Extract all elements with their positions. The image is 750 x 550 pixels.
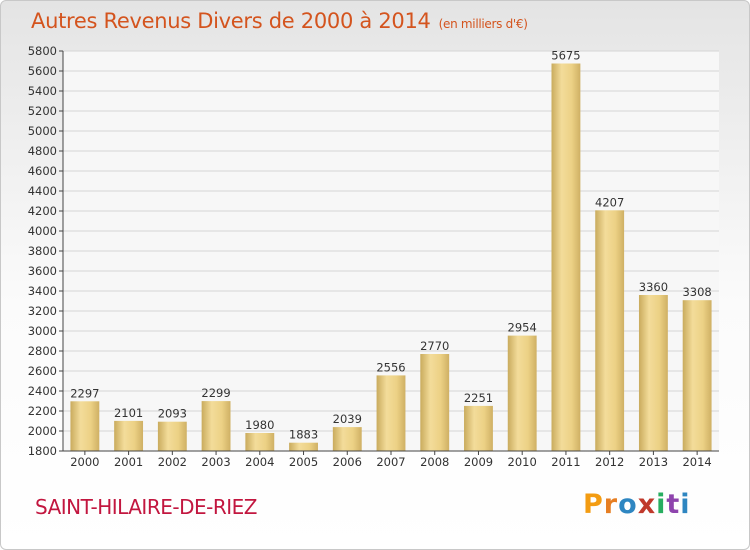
- logo-letter: i: [680, 489, 691, 520]
- x-tick-label: 2013: [639, 455, 668, 469]
- y-tick-label: 3800: [28, 244, 57, 258]
- data-label: 2093: [158, 407, 187, 421]
- x-tick-label: 2014: [682, 455, 711, 469]
- y-tick-label: 2200: [28, 404, 57, 418]
- chart-title-text: Autres Revenus Divers de 2000 à 2014: [31, 9, 431, 33]
- data-label: 2297: [70, 386, 99, 400]
- y-tick-label: 5600: [28, 64, 57, 78]
- bar: [157, 421, 187, 451]
- y-tick-label: 2000: [28, 424, 57, 438]
- y-tick-label: 3600: [28, 264, 57, 278]
- bar: [289, 442, 318, 451]
- data-label: 2770: [420, 339, 449, 353]
- data-label: 4207: [595, 195, 624, 209]
- bar: [638, 295, 668, 451]
- x-tick-label: 2002: [158, 455, 187, 469]
- x-tick-label: 2010: [508, 455, 537, 469]
- x-tick-label: 2011: [551, 455, 580, 469]
- data-label: 2251: [464, 391, 493, 405]
- proxiti-logo: Proxiti: [583, 489, 691, 520]
- y-tick-label: 5000: [28, 124, 57, 138]
- bar: [70, 401, 100, 451]
- logo-letter: o: [618, 489, 638, 520]
- x-tick-label: 2007: [376, 455, 405, 469]
- data-label: 1883: [289, 428, 318, 442]
- bar: [201, 401, 231, 451]
- y-tick-label: 3400: [28, 284, 57, 298]
- data-label: 3308: [682, 285, 711, 299]
- y-tick-label: 4800: [28, 144, 57, 158]
- bar: [376, 375, 406, 451]
- x-tick-label: 2006: [333, 455, 362, 469]
- bars-group: 2297 2101 2093 2299 1980 1883 2039 2556 2770 2251…: [70, 49, 712, 451]
- x-tick-label: 2001: [114, 455, 143, 469]
- data-label: 2299: [201, 386, 230, 400]
- bar: [245, 433, 275, 451]
- data-label: 2101: [114, 406, 143, 420]
- data-label: 5675: [551, 49, 580, 63]
- y-tick-label: 4400: [28, 184, 57, 198]
- city-name: SAINT-HILAIRE-DE-RIEZ: [35, 495, 257, 519]
- x-tick-label: 2003: [201, 455, 230, 469]
- logo-letter: i: [656, 489, 667, 520]
- axes: 1800 2000 2200 2400 2600 2800 3000 3200 3400 3600…: [28, 44, 719, 469]
- bar: [551, 63, 581, 451]
- data-label: 2954: [508, 321, 537, 335]
- x-tick-label: 2005: [289, 455, 318, 469]
- x-tick-label: 2012: [595, 455, 624, 469]
- bar: [682, 300, 712, 451]
- data-label: 2039: [333, 412, 362, 426]
- y-tick-label: 2400: [28, 384, 57, 398]
- data-label: 1980: [245, 418, 274, 432]
- y-tick-label: 5800: [28, 44, 57, 58]
- y-tick-label: 5400: [28, 84, 57, 98]
- logo-letter: x: [637, 489, 657, 520]
- y-tick-label: 2800: [28, 344, 57, 358]
- bar: [595, 210, 625, 451]
- y-tick-label: 1800: [28, 444, 57, 458]
- y-tick-label: 4000: [28, 224, 57, 238]
- chart-title: Autres Revenus Divers de 2000 à 2014 (en …: [31, 9, 528, 33]
- data-label: 2556: [376, 360, 405, 374]
- y-tick-label: 3000: [28, 324, 57, 338]
- bar: [114, 420, 144, 451]
- y-tick-label: 3200: [28, 304, 57, 318]
- logo-letter: t: [666, 489, 681, 520]
- y-tick-label: 4200: [28, 204, 57, 218]
- bar: [420, 354, 450, 451]
- bar: [464, 405, 493, 451]
- x-tick-label: 2000: [70, 455, 99, 469]
- bar: [507, 335, 537, 451]
- x-tick-label: 2008: [420, 455, 449, 469]
- x-tick-label: 2009: [464, 455, 493, 469]
- y-tick-label: 4600: [28, 164, 57, 178]
- chart-subtitle: (en milliers d'€): [438, 17, 528, 31]
- y-tick-label: 2600: [28, 364, 57, 378]
- y-tick-label: 5200: [28, 104, 57, 118]
- logo-letter: P: [583, 489, 604, 520]
- bar: [332, 427, 362, 451]
- x-tick-label: 2004: [245, 455, 274, 469]
- logo-letter: r: [603, 489, 619, 520]
- data-label: 3360: [639, 280, 668, 294]
